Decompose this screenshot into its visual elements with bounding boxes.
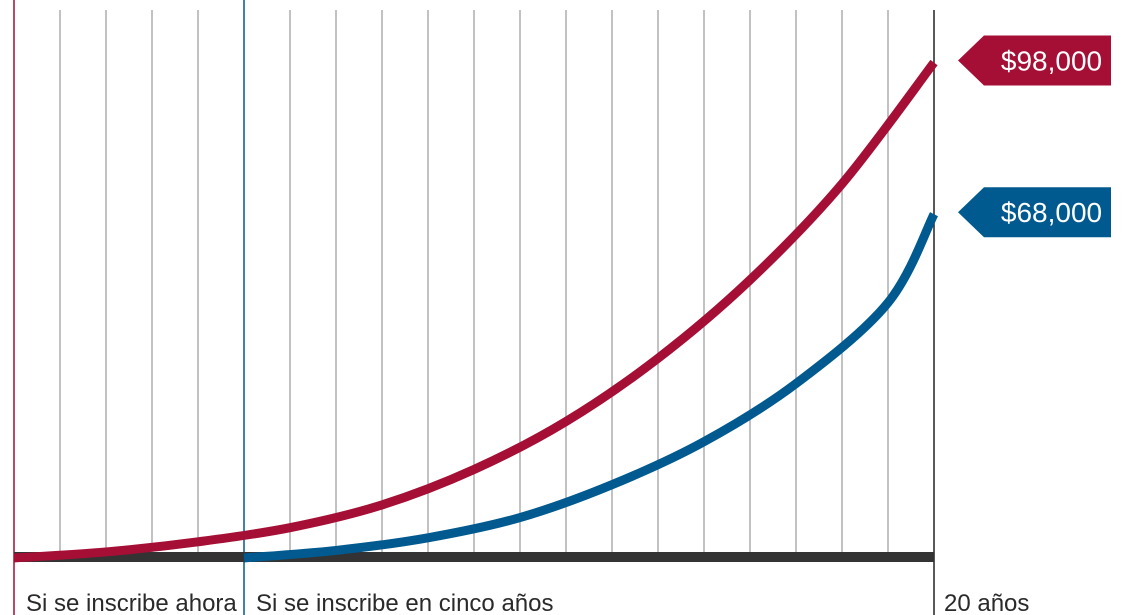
- callout-arrow: [958, 35, 1111, 86]
- series-line-now: [13, 59, 938, 563]
- axis-labels: Si se inscribe ahora Si se inscribe en ci…: [26, 590, 1029, 615]
- end-year-label: 20 años: [944, 590, 1029, 615]
- value-callouts: $98,000 $68,000: [958, 35, 1111, 238]
- callout-value: $68,000: [1001, 197, 1102, 228]
- callout-value: $98,000: [1001, 46, 1102, 77]
- baseline-bar: [14, 552, 934, 562]
- series-line-five_years: [243, 212, 939, 563]
- callout-now: $98,000: [958, 35, 1111, 86]
- start-markers: [13, 0, 245, 615]
- callout-arrow: [958, 187, 1111, 238]
- marker-label: Si se inscribe ahora: [26, 590, 237, 615]
- callout-five_years: $68,000: [958, 187, 1111, 238]
- marker-label: Si se inscribe en cinco años: [256, 590, 554, 615]
- series-lines: [13, 59, 939, 563]
